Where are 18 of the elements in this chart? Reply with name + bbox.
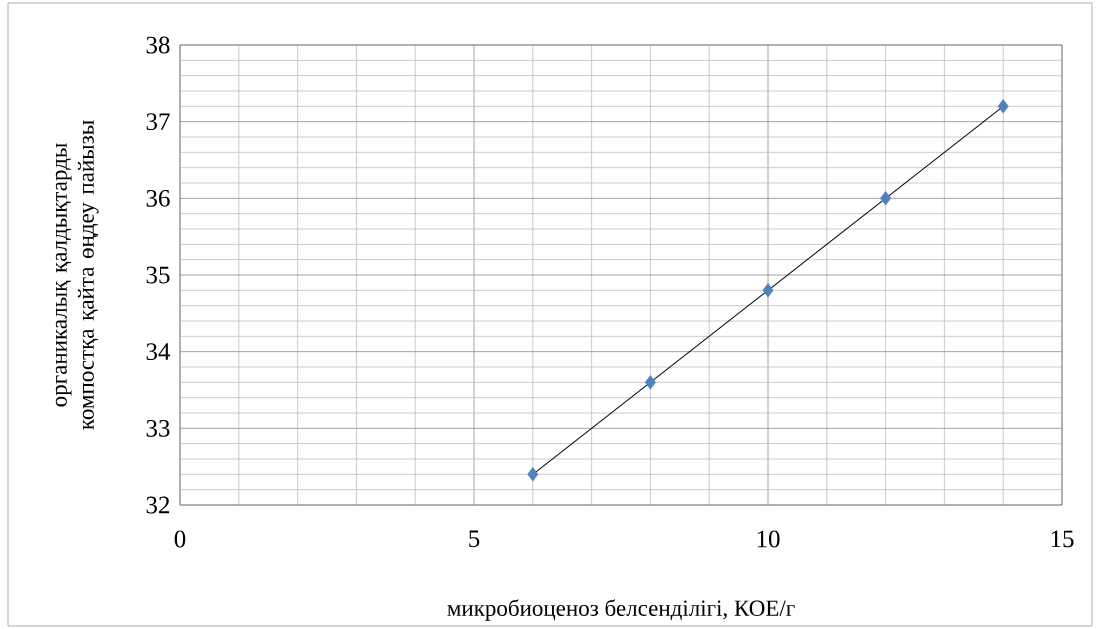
y-tick-label: 37: [146, 113, 170, 131]
point: [527, 467, 539, 482]
y-tick-label: 32: [146, 496, 170, 514]
x-tick-label: 10: [757, 530, 780, 548]
y-tick-label: 33: [146, 419, 170, 437]
point: [644, 375, 656, 390]
point: [880, 191, 892, 206]
point: [762, 283, 774, 298]
point: [997, 99, 1009, 114]
x-tick-label: 5: [469, 530, 480, 548]
x-tick-label: 0: [174, 530, 186, 548]
x-axis-title: микробиоценоз белсенділігі, КОЕ/г: [447, 599, 795, 621]
y-tick-label: 34: [146, 343, 171, 361]
y-axis-title: органикалық қалдықтарды компостқа қайта өңдеу пайызы: [55, 120, 99, 430]
y-tick-label: 38: [146, 36, 170, 54]
y-tick-label: 35: [146, 266, 170, 284]
y-tick-label: 36: [146, 189, 170, 207]
x-tick-label: 15: [1051, 530, 1074, 548]
